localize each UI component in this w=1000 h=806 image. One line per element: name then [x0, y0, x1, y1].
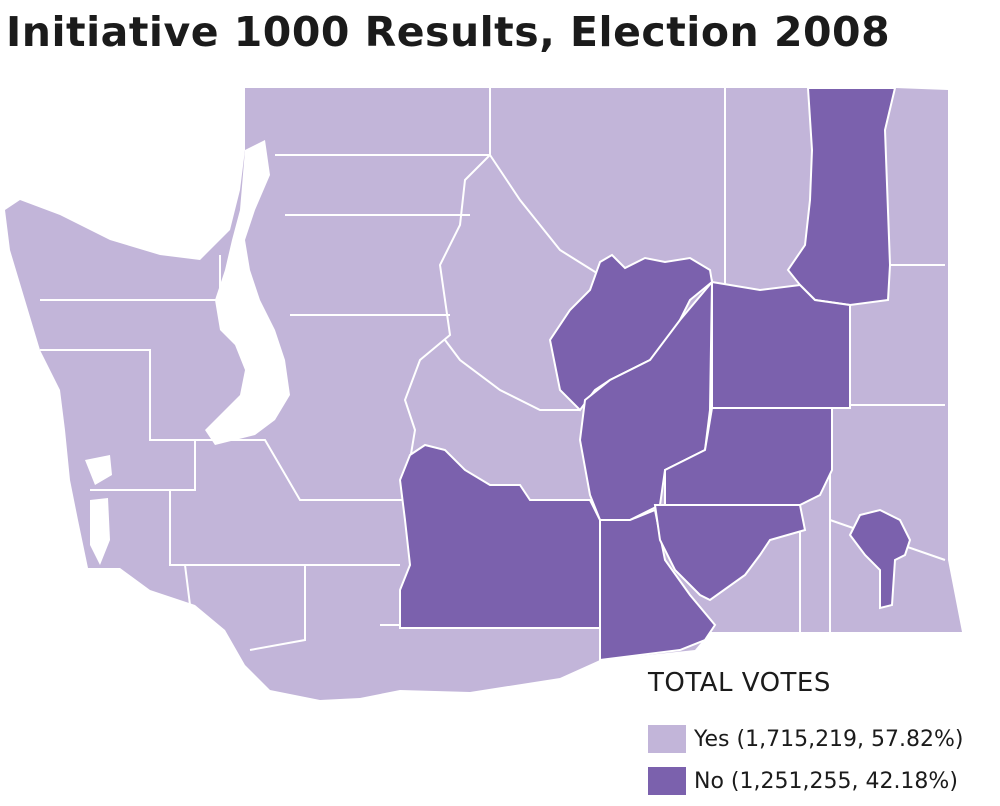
legend: TOTAL VOTES Yes (1,715,219, 57.82%) No (…: [648, 668, 988, 802]
no-swatch: [648, 767, 686, 795]
yes-label: Yes (1,715,219, 57.82%): [694, 726, 964, 752]
county-borders: [40, 88, 946, 651]
no-label: No (1,251,255, 42.18%): [694, 768, 958, 794]
legend-title: TOTAL VOTES: [648, 668, 831, 698]
legend-item-no: No (1,251,255, 42.18%): [648, 760, 988, 802]
no-counties: [398, 87, 912, 662]
legend-item-yes: Yes (1,715,219, 57.82%): [648, 718, 988, 760]
puget-sound: [85, 140, 290, 565]
county-yakima: [398, 443, 601, 629]
county-franklin: [653, 504, 807, 602]
county-garfield: [848, 508, 912, 610]
yes-swatch: [648, 725, 686, 753]
map-title: Initiative 1000 Results, Election 2008: [6, 8, 891, 56]
county-benton: [599, 508, 717, 662]
